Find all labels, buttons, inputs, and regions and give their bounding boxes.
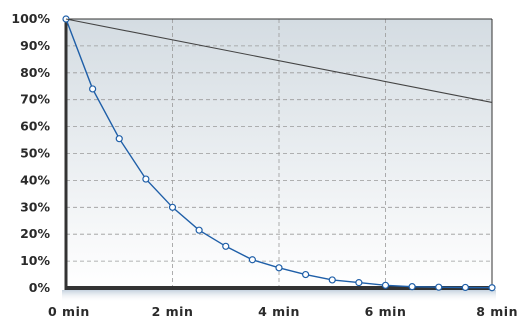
data-point [435, 283, 443, 291]
data-point [222, 242, 230, 250]
x-tick-label: 2 min [152, 304, 194, 319]
data-point [302, 270, 310, 279]
data-point [275, 264, 283, 272]
data-point [328, 276, 336, 284]
data-point [381, 281, 390, 289]
y-tick-label: 0% [29, 280, 51, 295]
series [62, 15, 496, 292]
y-tick-label: 100% [11, 11, 50, 26]
data-point [355, 279, 363, 287]
y-tick-label: 10% [20, 253, 50, 268]
y-tick-label: 60% [20, 119, 50, 134]
grid [64, 18, 493, 290]
x-tick-label: 0 min [48, 304, 90, 319]
plot-shadow [62, 290, 496, 302]
y-tick-label: 40% [20, 172, 50, 187]
x-tick-label: 8 min [476, 304, 518, 319]
y-tick-label: 20% [20, 226, 50, 241]
data-point [168, 203, 177, 211]
data-point [408, 283, 416, 291]
y-tick-label: 50% [20, 146, 50, 161]
y-tick-label: 90% [20, 38, 50, 53]
y-tick-label: 30% [20, 199, 50, 214]
data-point [195, 226, 203, 234]
x-tick-label: 4 min [258, 304, 300, 319]
series-line-2 [65, 18, 493, 103]
data-point [115, 135, 123, 143]
data-point [248, 256, 256, 264]
x-axis-ticks: 0 min 2 min 4 min 6 min 8 min [48, 304, 518, 319]
y-tick-label: 70% [20, 92, 50, 107]
data-point [89, 85, 97, 93]
data-point [488, 284, 496, 292]
x-tick-label: 6 min [365, 304, 407, 319]
data-point [142, 175, 150, 183]
y-tick-label: 80% [20, 65, 50, 80]
y-axis-ticks: 0% 10% 20% 30% 40% 50% 60% 70% 80% 90% 100% [11, 11, 50, 295]
data-point [461, 283, 469, 292]
